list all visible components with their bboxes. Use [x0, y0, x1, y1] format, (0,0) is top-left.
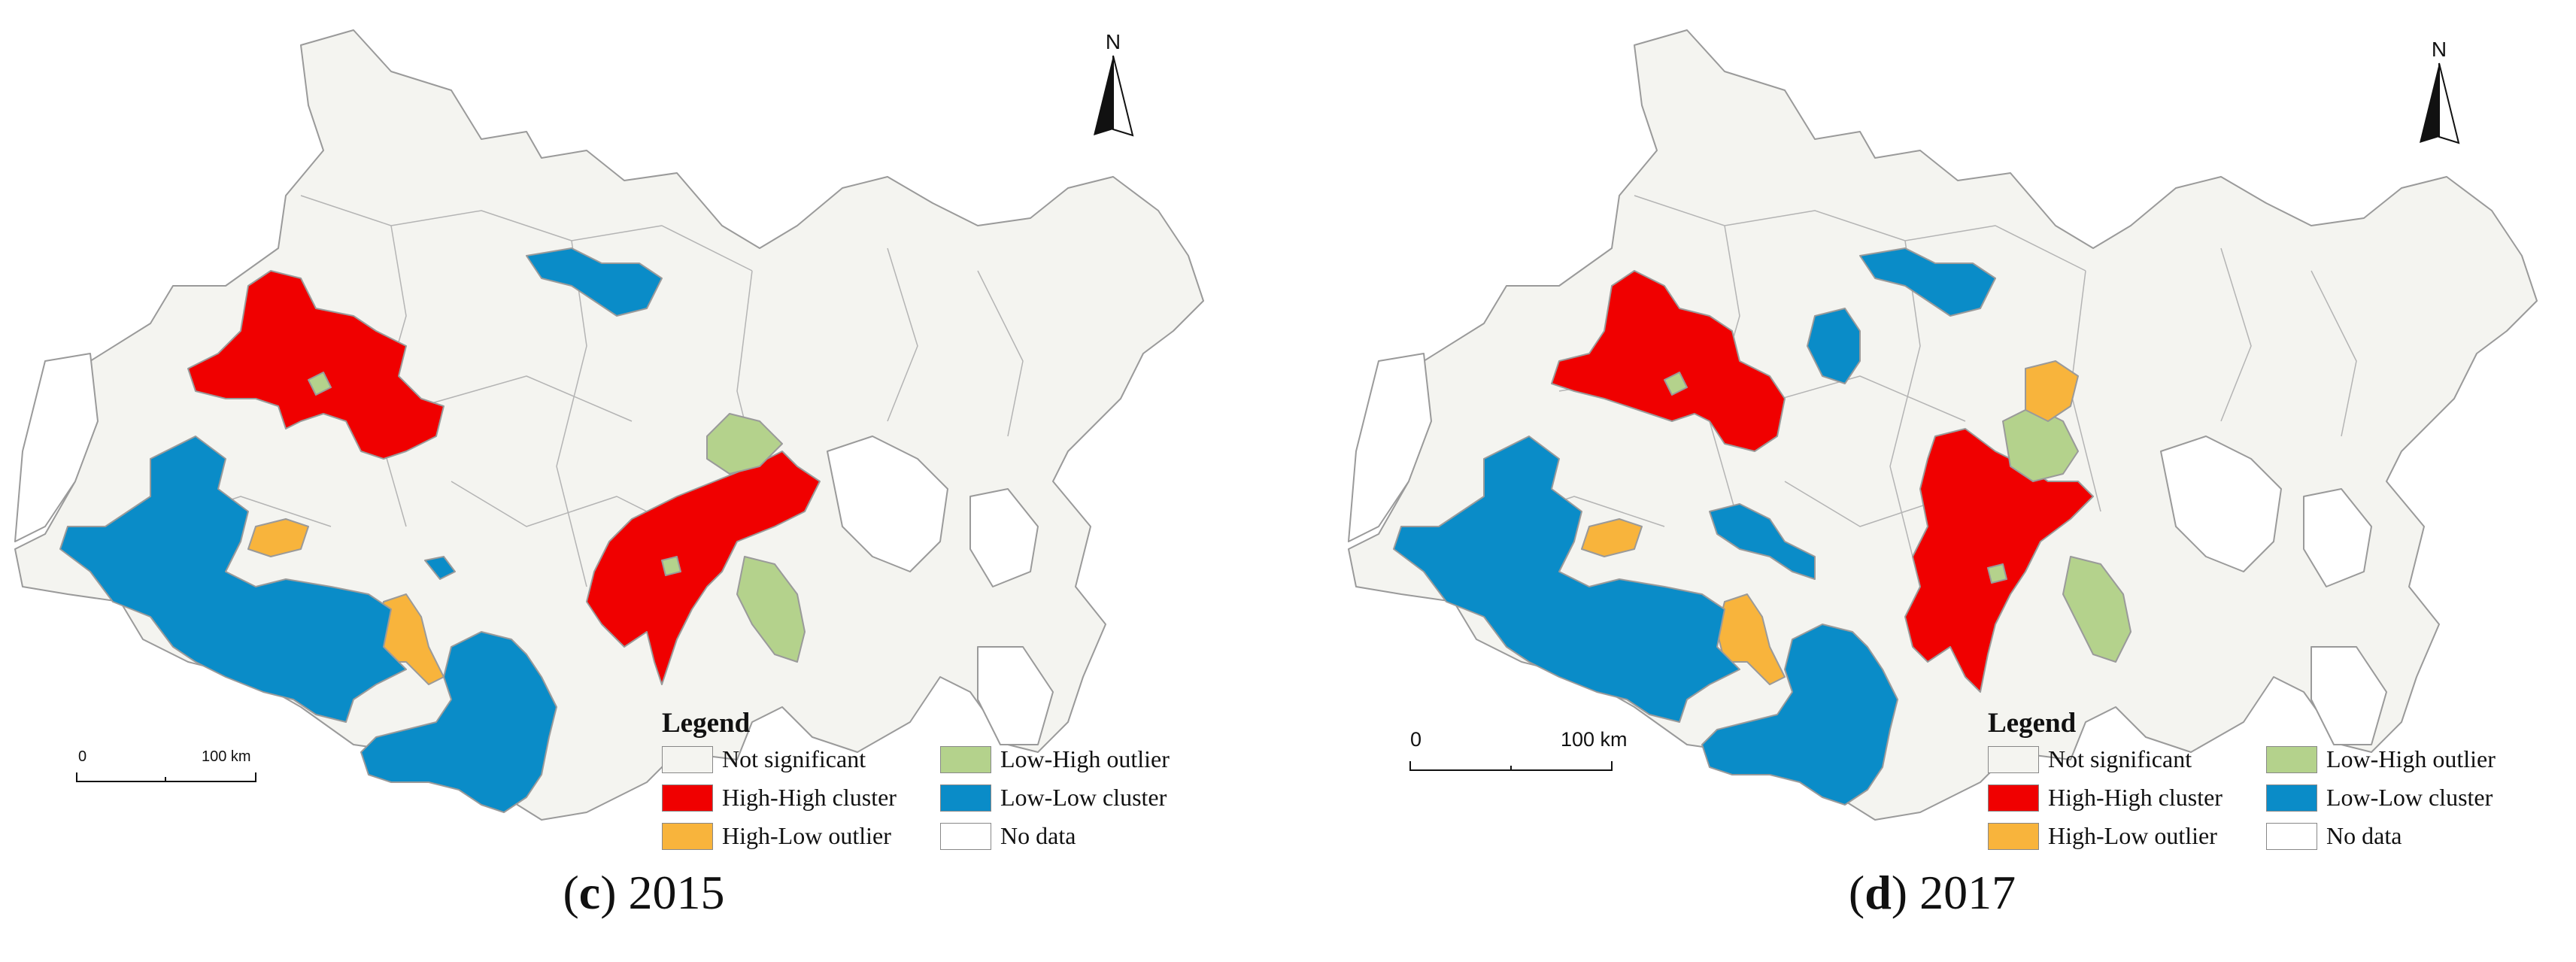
- legend-swatch: [1988, 784, 2039, 812]
- scale-start-label: 0: [78, 748, 87, 765]
- region-low-low-cluster: [1807, 308, 1861, 384]
- north-arrow: N: [1091, 30, 1136, 141]
- north-arrow: N: [2417, 38, 2462, 148]
- panel-letter: d: [1864, 866, 1892, 919]
- legend: Legend Not significant Low-High outlier …: [662, 707, 1211, 850]
- region-no-data: [1348, 353, 1432, 542]
- region-low-low-cluster: [1393, 435, 1740, 723]
- legend-item-high-low-outlier: High-Low outlier: [1988, 822, 2266, 850]
- panel-caption: (c) 2015: [563, 866, 725, 919]
- region-high-low-outlier: [1581, 518, 1643, 557]
- legend: Legend Not significant Low-High outlier …: [1988, 707, 2537, 850]
- legend-label: Not significant: [2048, 745, 2192, 772]
- region-low-high-outlier: [308, 372, 332, 396]
- panel-year: 2015: [628, 866, 725, 919]
- region-no-data: [2303, 488, 2372, 587]
- legend-item-no-data: No data: [940, 822, 1211, 850]
- legend-item-low-high-outlier: Low-High outlier: [2266, 745, 2537, 773]
- north-label: N: [1105, 30, 1121, 53]
- panel-caption: (d) 2017: [1848, 866, 2016, 919]
- region-low-low-cluster: [1701, 624, 1898, 806]
- choropleth-map-2015: [14, 29, 1204, 821]
- region-low-high-outlier: [736, 556, 806, 663]
- legend-label: High-High cluster: [2048, 784, 2223, 811]
- region-no-data: [2160, 435, 2282, 572]
- legend-swatch: [2266, 822, 2317, 850]
- legend-label: No data: [2326, 822, 2402, 849]
- legend-label: Low-High outlier: [1000, 745, 1170, 772]
- legend-swatch: [662, 784, 713, 812]
- scale-bar: 0 100 km: [75, 748, 263, 794]
- legend-swatch: [940, 745, 991, 773]
- region-low-low-cluster: [526, 247, 663, 317]
- legend-label: High-Low outlier: [722, 822, 891, 849]
- region-no-data: [14, 353, 99, 542]
- legend-swatch: [1988, 822, 2039, 850]
- region-low-high-outlier: [2062, 556, 2131, 663]
- map-panel-2015: N 0 100 km Legend Not significant Low-Hi…: [14, 29, 1211, 919]
- region-high-low-outlier: [1716, 593, 1786, 685]
- north-arrow-icon: [2420, 62, 2460, 144]
- scale-end-label: 100 km: [202, 748, 251, 765]
- legend-swatch: [1988, 745, 2039, 773]
- legend-label: Not significant: [722, 745, 866, 772]
- legend-swatch: [662, 822, 713, 850]
- legend-label: Low-Low cluster: [1000, 784, 1167, 811]
- legend-item-high-high-cluster: High-High cluster: [1988, 784, 2266, 812]
- scale-bar-line: [76, 772, 256, 782]
- map-panel-2017: N 0 100 km Legend Not significant Low-Hi…: [1288, 0, 2576, 962]
- legend-label: No data: [1000, 822, 1076, 849]
- panel-year: 2017: [1919, 866, 2016, 919]
- legend-item-high-high-cluster: High-High cluster: [662, 784, 940, 812]
- region-low-low-cluster: [360, 631, 557, 813]
- region-low-low-cluster: [1709, 503, 1816, 580]
- region-high-high-cluster: [1904, 428, 2094, 693]
- region-high-low-outlier: [2025, 360, 2079, 422]
- legend-item-no-data: No data: [2266, 822, 2537, 850]
- scale-start-label: 0: [1410, 728, 1422, 751]
- region-no-data: [977, 646, 1054, 745]
- legend-item-low-low-cluster: Low-Low cluster: [940, 784, 1211, 812]
- legend-item-low-low-cluster: Low-Low cluster: [2266, 784, 2537, 812]
- choropleth-map-2017: [1348, 29, 2538, 821]
- legend-label: High-High cluster: [722, 784, 897, 811]
- region-low-low-cluster: [1859, 247, 1996, 317]
- region-low-high-outlier: [1664, 372, 1688, 396]
- legend-swatch: [662, 745, 713, 773]
- region-no-data: [969, 488, 1039, 587]
- legend-item-not-significant: Not significant: [662, 745, 940, 773]
- legend-item-low-high-outlier: Low-High outlier: [940, 745, 1211, 773]
- region-high-high-cluster: [187, 270, 445, 460]
- region-no-data: [827, 435, 948, 572]
- region-high-low-outlier: [247, 518, 309, 557]
- legend-item-not-significant: Not significant: [1988, 745, 2266, 773]
- legend-item-high-low-outlier: High-Low outlier: [662, 822, 940, 850]
- legend-swatch: [2266, 784, 2317, 812]
- scale-end-label: 100 km: [1561, 728, 1628, 751]
- scale-bar: 0 100 km: [1409, 728, 1634, 788]
- legend-label: High-Low outlier: [2048, 822, 2217, 849]
- region-no-data: [2311, 646, 2387, 745]
- region-low-high-outlier: [661, 556, 681, 576]
- region-low-high-outlier: [1987, 563, 2007, 584]
- region-low-low-cluster: [59, 435, 407, 723]
- legend-label: Low-High outlier: [2326, 745, 2496, 772]
- legend-swatch: [2266, 745, 2317, 773]
- scale-bar-line: [1409, 761, 1613, 771]
- panel-letter: c: [578, 866, 601, 919]
- north-label: N: [2431, 38, 2447, 61]
- region-high-high-cluster: [1551, 270, 1786, 452]
- legend-title: Legend: [662, 708, 751, 739]
- legend-swatch: [940, 822, 991, 850]
- region-low-high-outlier: [706, 413, 783, 475]
- legend-title: Legend: [1988, 708, 2077, 739]
- region-low-low-cluster: [424, 556, 456, 580]
- north-arrow-icon: [1094, 55, 1134, 137]
- legend-label: Low-Low cluster: [2326, 784, 2493, 811]
- region-high-high-cluster: [586, 451, 821, 685]
- legend-swatch: [940, 784, 991, 812]
